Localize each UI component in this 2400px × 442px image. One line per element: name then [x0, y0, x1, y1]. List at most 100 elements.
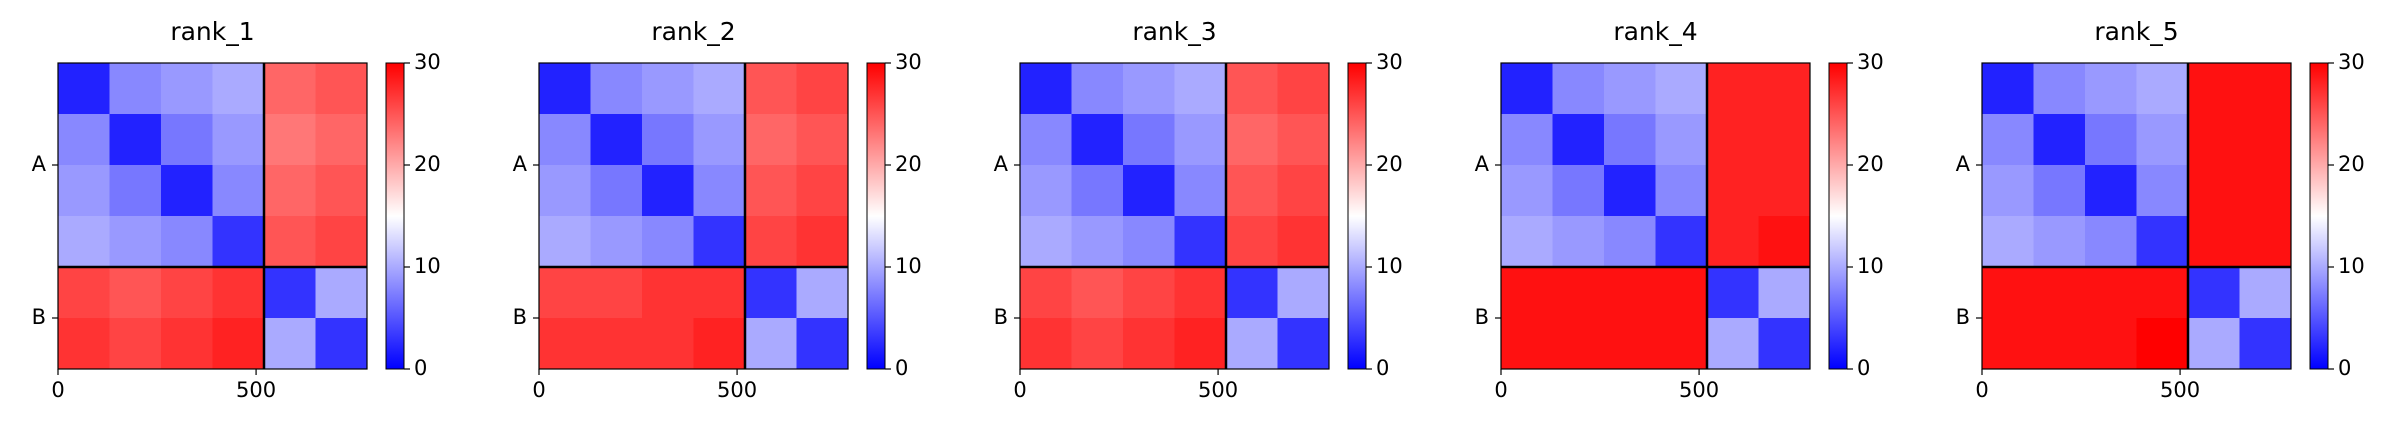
heatmap-cell [1758, 114, 1811, 166]
heatmap-cell [1123, 216, 1175, 268]
colorbar-tick-label: 20 [414, 152, 441, 176]
heatmap-cell [796, 165, 849, 217]
heatmap-cell [796, 63, 849, 115]
heatmap-cell [2033, 216, 2086, 268]
heatmap-cell [2239, 216, 2292, 268]
heatmap-cell [109, 114, 162, 166]
heatmap-cell [539, 165, 591, 217]
heatmap-cell [590, 63, 643, 115]
heatmap-cell [2188, 216, 2240, 268]
x-tick-label: 0 [51, 378, 64, 402]
heatmap-cell [539, 318, 591, 370]
heatmap-cell [1982, 63, 2034, 115]
heatmap-cell [2239, 267, 2292, 319]
heatmap-cell [2188, 165, 2240, 217]
heatmap-cell [1174, 165, 1227, 217]
plot-frame [538, 62, 849, 370]
heatmap-cell [2085, 216, 2137, 268]
heatmap-cell [1552, 267, 1605, 319]
heatmap-cell [1501, 216, 1553, 268]
heatmap-cell [745, 216, 797, 268]
heatmap-cell [590, 318, 643, 370]
heatmap-cell [2136, 216, 2189, 268]
heatmap-cell [1707, 63, 1759, 115]
plot-frame [1500, 62, 1811, 370]
heatmap-cell [2136, 63, 2189, 115]
y-tick-label: A [32, 152, 47, 176]
heatmap-cell [1277, 63, 1330, 115]
heatmap-cell [58, 318, 110, 370]
colorbar-tick-label: 20 [2338, 152, 2365, 176]
heatmap-cell [745, 267, 797, 319]
heatmap-cell [1604, 318, 1656, 370]
heatmap-cell [1982, 114, 2034, 166]
chart-title: rank_3 [1132, 17, 1216, 46]
heatmap-cell [161, 63, 213, 115]
y-tick-label: A [994, 152, 1009, 176]
y-tick-label: B [32, 305, 46, 329]
heatmap-cell [58, 216, 110, 268]
heatmap-cell [642, 63, 694, 115]
heatmap-cell [1123, 63, 1175, 115]
heatmap-cell [109, 216, 162, 268]
heatmap-cell [2239, 114, 2292, 166]
heatmap-cell [1071, 114, 1124, 166]
heatmap-cell [315, 63, 368, 115]
heatmap-cell [109, 63, 162, 115]
heatmap-cell [1501, 267, 1553, 319]
heatmap-cell [1604, 114, 1656, 166]
heatmap-cell [1655, 63, 1708, 115]
heatmap-cell [1707, 216, 1759, 268]
heatmap-cell [58, 63, 110, 115]
colorbar [2309, 62, 2329, 370]
heatmap-cell [642, 318, 694, 370]
heatmap-cell [109, 318, 162, 370]
heatmap-cell [1123, 114, 1175, 166]
y-tick-label: B [513, 305, 527, 329]
heatmap-cell [642, 165, 694, 217]
heatmap-cell [1655, 267, 1708, 319]
colorbar-tick-label: 0 [414, 356, 427, 380]
heatmap-cell [1071, 216, 1124, 268]
heatmap-cell [590, 216, 643, 268]
heatmap-cell [1707, 165, 1759, 217]
heatmap-cell [642, 267, 694, 319]
heatmap-cell [212, 318, 265, 370]
colorbar-tick-label: 30 [1376, 50, 1403, 74]
heatmap-cell [2033, 267, 2086, 319]
heatmap-cell [642, 216, 694, 268]
plot-frame [57, 62, 368, 370]
y-tick-label: A [1475, 152, 1490, 176]
chart-title: rank_1 [170, 17, 254, 46]
x-tick-label: 500 [717, 378, 757, 402]
heatmap-cell [1501, 165, 1553, 217]
heatmap-cell [1655, 114, 1708, 166]
heatmap-cell [745, 165, 797, 217]
heatmap-cell [1501, 318, 1553, 370]
heatmap-cell [1982, 216, 2034, 268]
heatmap-cell [693, 267, 746, 319]
heatmap-cell [1552, 216, 1605, 268]
colorbar-tick-label: 30 [1857, 50, 1884, 74]
heatmap-cell [1277, 318, 1330, 370]
heatmap-cell [1758, 216, 1811, 268]
heatmap-cell [1758, 318, 1811, 370]
heatmap-cell [2136, 165, 2189, 217]
y-tick-label: B [1956, 305, 1970, 329]
heatmap-cell [539, 267, 591, 319]
heatmap-cell [2239, 318, 2292, 370]
heatmap-cell [539, 114, 591, 166]
heatmap-cell [58, 267, 110, 319]
colorbar-tick-label: 0 [1376, 356, 1389, 380]
heatmap-cell [1552, 165, 1605, 217]
x-tick-label: 0 [532, 378, 545, 402]
heatmap-cell [1707, 318, 1759, 370]
heatmap-cell [109, 267, 162, 319]
colorbar-tick-label: 20 [1857, 152, 1884, 176]
heatmap-cell [1174, 318, 1227, 370]
colorbar-tick-label: 0 [2338, 356, 2351, 380]
heatmap-cell [1604, 267, 1656, 319]
colorbar [866, 62, 886, 370]
heatmap-cell [2085, 114, 2137, 166]
heatmap-cell [212, 63, 265, 115]
